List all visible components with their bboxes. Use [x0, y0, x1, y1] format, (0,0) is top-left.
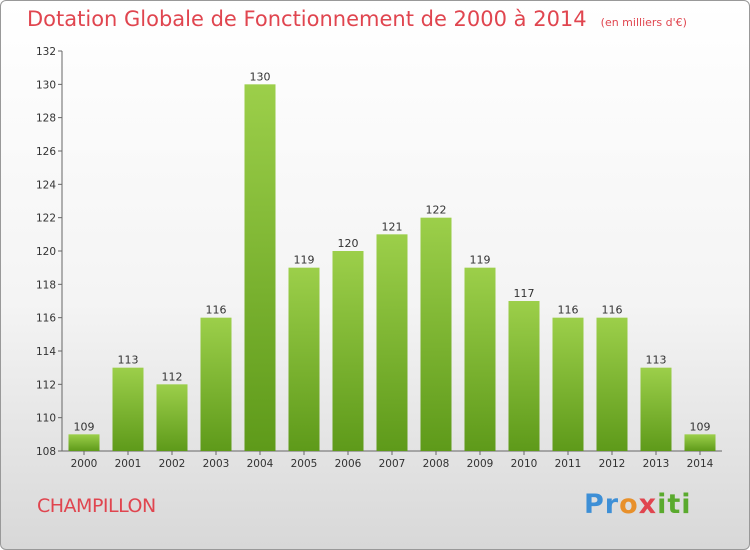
- x-tick-label: 2008: [423, 458, 450, 470]
- y-tick-label: 130: [36, 79, 56, 91]
- y-tick-label: 132: [36, 46, 56, 58]
- x-tick-label: 2003: [203, 458, 230, 470]
- bar: [244, 84, 276, 451]
- bar: [596, 317, 628, 451]
- x-tick-label: 2005: [291, 458, 318, 470]
- y-tick-label: 110: [36, 413, 56, 425]
- y-tick-label: 112: [36, 379, 56, 391]
- x-tick-label: 2009: [467, 458, 494, 470]
- x-tick-label: 2006: [335, 458, 362, 470]
- x-tick-label: 2000: [71, 458, 98, 470]
- bar: [332, 251, 364, 451]
- bar: [200, 317, 232, 451]
- x-tick-label: 2012: [599, 458, 626, 470]
- logo-part-3: x: [638, 489, 658, 520]
- y-tick-label: 128: [36, 113, 56, 125]
- bar: [68, 434, 100, 451]
- bar: [288, 267, 320, 451]
- x-tick-label: 2004: [247, 458, 274, 470]
- bar-value-label: 116: [602, 304, 623, 317]
- logo-part-2: o: [619, 489, 639, 520]
- bar-value-label: 121: [382, 220, 403, 233]
- bar-value-label: 119: [294, 254, 315, 267]
- y-tick-label: 114: [36, 346, 56, 358]
- chart-title-text: Dotation Globale de Fonctionnement de 20…: [27, 7, 587, 31]
- bar-value-label: 113: [118, 354, 139, 367]
- bar: [156, 384, 188, 451]
- bar-value-label: 119: [470, 254, 491, 267]
- bar-value-label: 116: [558, 304, 579, 317]
- bar: [640, 367, 672, 451]
- bar-value-label: 112: [162, 370, 183, 383]
- bar-value-label: 109: [74, 420, 95, 433]
- y-tick-label: 120: [36, 246, 56, 258]
- y-tick-label: 124: [36, 179, 56, 191]
- chart-subtitle: (en milliers d'€): [600, 16, 687, 29]
- bar: [112, 367, 144, 451]
- bar: [508, 301, 540, 451]
- bar-value-label: 117: [514, 287, 535, 300]
- bar: [420, 217, 452, 451]
- x-tick-label: 2014: [687, 458, 714, 470]
- x-tick-label: 2010: [511, 458, 538, 470]
- bar: [464, 267, 496, 451]
- proxiti-logo: Proxiti: [584, 489, 692, 520]
- bar-value-label: 113: [646, 354, 667, 367]
- logo-part-1: Pr: [584, 489, 620, 520]
- y-tick-label: 118: [36, 279, 56, 291]
- logo-part-4: iti: [657, 489, 692, 520]
- commune-name: CHAMPILLON: [37, 495, 156, 517]
- bar: [684, 434, 716, 451]
- x-tick-label: 2002: [159, 458, 186, 470]
- y-tick-label: 126: [36, 146, 56, 158]
- y-tick-label: 108: [36, 446, 56, 458]
- bar-value-label: 120: [338, 237, 359, 250]
- x-tick-label: 2001: [115, 458, 142, 470]
- bar-value-label: 130: [250, 70, 271, 83]
- x-tick-label: 2011: [555, 458, 582, 470]
- x-tick-label: 2013: [643, 458, 670, 470]
- bar: [552, 317, 584, 451]
- y-tick-label: 122: [36, 213, 56, 225]
- y-tick-label: 116: [36, 313, 56, 325]
- chart-title: Dotation Globale de Fonctionnement de 20…: [27, 7, 687, 31]
- bar-value-label: 122: [426, 204, 447, 217]
- bar-value-label: 116: [206, 304, 227, 317]
- bar: [376, 234, 408, 451]
- bar-value-label: 109: [690, 420, 711, 433]
- x-tick-label: 2007: [379, 458, 406, 470]
